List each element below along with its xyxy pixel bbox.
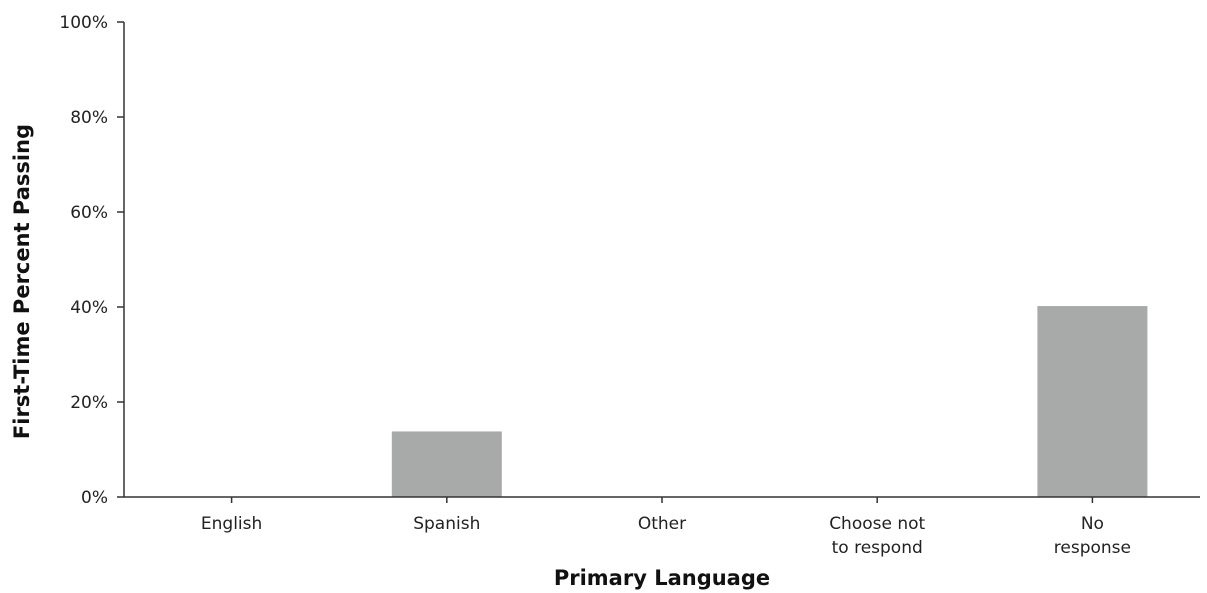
- y-tick-label: 80%: [70, 108, 108, 128]
- x-tick-label: No response: [1054, 514, 1131, 558]
- x-tick-label: Choose not to respond: [829, 514, 925, 558]
- x-ticks: English Spanish Other Choose not to respond N…: [201, 497, 1131, 558]
- y-axis-title: First-Time Percent Passing: [10, 124, 34, 439]
- y-tick-label: 0%: [81, 488, 108, 508]
- y-tick-label: 20%: [70, 393, 108, 413]
- y-tick-label: 100%: [59, 13, 108, 33]
- bar-4: [1037, 306, 1148, 497]
- x-axis-title: Primary Language: [554, 566, 770, 590]
- x-tick-label: English: [201, 514, 262, 534]
- bar-1: [391, 431, 502, 497]
- y-tick-label: 60%: [70, 203, 108, 223]
- y-tick-label: 40%: [70, 298, 108, 318]
- x-tick-label: Spanish: [413, 514, 480, 534]
- bars-layer: [391, 306, 1148, 497]
- y-ticks: 0% 20% 40% 60% 80% 100%: [59, 13, 124, 508]
- x-tick-label: Other: [638, 514, 686, 534]
